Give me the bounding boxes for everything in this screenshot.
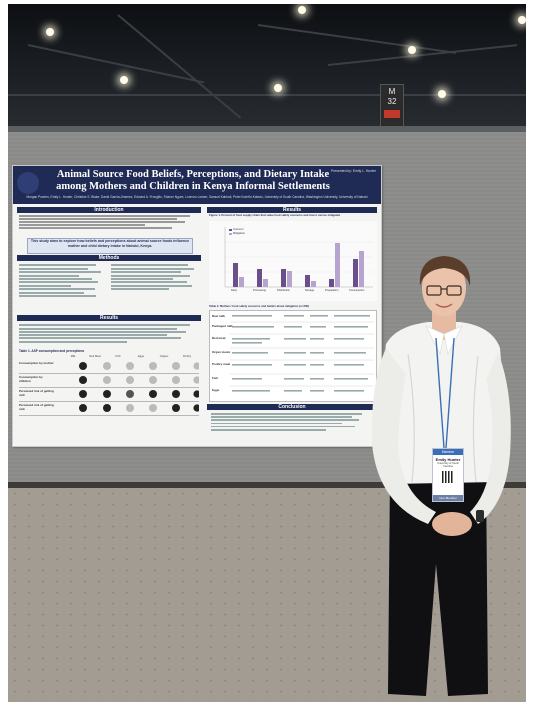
methods-left-text xyxy=(19,263,105,311)
conclusion-text xyxy=(211,412,375,440)
legend-swatch-mitigation xyxy=(229,233,232,235)
figure1-caption: Figure 1. Percent of food supply chain t… xyxy=(209,213,341,217)
qr-code-icon xyxy=(442,471,454,483)
legend-concern: Concern xyxy=(233,227,244,231)
glasses xyxy=(426,285,462,296)
venue-sign: M 32 xyxy=(380,84,404,132)
research-poster: Animal Source Food Beliefs, Perceptions,… xyxy=(12,165,382,447)
figure1-legend: Concern Mitigation xyxy=(233,227,245,235)
left-sleeve xyxy=(371,348,436,524)
poster-authors: Morgan Powers, Emily L. Hunter, Christin… xyxy=(26,195,368,199)
poster-header: Animal Source Food Beliefs, Perceptions,… xyxy=(13,166,381,204)
ceiling-light xyxy=(274,84,282,92)
table1-row: Consumption by mother xyxy=(19,360,199,374)
university-logo xyxy=(17,172,39,194)
figure1-x-tick: Distribution xyxy=(277,289,290,292)
table1-col: Organs xyxy=(159,355,169,358)
ceiling-light xyxy=(298,6,306,14)
venue-sign-code: M xyxy=(388,87,396,96)
figure1-x-tick: Dairy xyxy=(231,289,238,292)
methods-right-text xyxy=(111,263,199,311)
table2-row-label: Packaged milk xyxy=(212,324,233,328)
table1-caption: Table 1. ASF consumption and perceptions xyxy=(19,349,85,353)
venue-sign-number: 32 xyxy=(387,97,397,106)
poster-title-line2: among Mothers and Children in Kenya Info… xyxy=(56,181,330,192)
section-results-left: Results xyxy=(17,315,201,321)
figure1-x-tick: Processing xyxy=(253,289,266,292)
presenter-person xyxy=(371,256,511,696)
clasped-hands xyxy=(432,512,472,536)
figure1-x-tick: Preparation xyxy=(325,289,339,292)
table2-row-label: Eggs xyxy=(212,388,220,392)
table1-col: Milk xyxy=(70,355,76,358)
introduction-text xyxy=(19,214,199,240)
right-sleeve xyxy=(470,352,511,524)
table1-row-label: Consumption by children xyxy=(19,375,43,383)
wall-top xyxy=(8,126,526,134)
table2-row-label: Fish xyxy=(212,376,219,380)
ceiling-light xyxy=(120,76,128,84)
table2-row-label: Raw milk xyxy=(212,314,226,318)
table2-cell-lines xyxy=(230,315,374,392)
photo: M 32 Animal Source Food Beliefs, Percept… xyxy=(8,4,526,702)
poster-presenter: Presented by: Emily L. Hunter xyxy=(331,169,377,173)
figure1-bar-chart xyxy=(209,221,377,301)
table1-col: Fish xyxy=(115,355,121,358)
legend-swatch-concern xyxy=(229,229,232,231)
table1-col: Red Meat xyxy=(89,355,101,358)
ceiling-light xyxy=(438,90,446,98)
figure1-x-tick: Consumption xyxy=(349,289,365,292)
floor-edge xyxy=(8,482,526,490)
name-badge: Member Emily Hunter University of South … xyxy=(432,448,464,502)
table1-row-label: Perceived risk of getting sick xyxy=(19,403,54,411)
badge-ribbon: Member xyxy=(433,449,463,455)
section-results-right: Results xyxy=(207,207,377,213)
exit-light xyxy=(384,110,400,118)
section-methods: Methods xyxy=(17,255,201,261)
table1-col: Eggs xyxy=(138,355,144,358)
ceiling-beam xyxy=(8,94,526,96)
table1-row: Consumption by children xyxy=(19,374,199,388)
figure1-x-axis: Dairy Processing Distribution Storage Pr… xyxy=(225,289,377,295)
poster-title-line1: Animal Source Food Beliefs, Perceptions,… xyxy=(56,169,330,180)
wristwatch xyxy=(476,510,484,522)
table2-row-label: Poultry meat xyxy=(212,362,231,366)
table1-row: Perceived risk of getting sick xyxy=(19,388,199,402)
poster-title: Animal Source Food Beliefs, Perceptions,… xyxy=(43,169,343,193)
lanyard xyxy=(435,337,445,449)
ceiling-light xyxy=(46,28,54,36)
table1-col: Poultry xyxy=(182,355,192,358)
table1-pie-glyphs xyxy=(79,362,199,412)
badge-affiliation: University of South Carolina xyxy=(437,462,459,468)
table2-row-label: Organ meats xyxy=(212,350,231,354)
table1-row-label: Perceived risk of getting sick xyxy=(19,389,54,397)
figure1-bars xyxy=(233,243,364,287)
badge-footer: Non-Member xyxy=(433,495,463,501)
table1: Milk Red Meat Fish Eggs Organs Poultry C… xyxy=(19,355,199,429)
table1-row: Perceived risk of getting sick xyxy=(19,402,199,416)
table2-caption: Table 2. Mothers' food safety concerns a… xyxy=(209,304,309,308)
ceiling-light xyxy=(408,46,416,54)
table1-row-label: Consumption by mother xyxy=(19,361,54,365)
ceiling xyxy=(8,4,526,136)
hair xyxy=(419,256,471,286)
ceiling-light xyxy=(518,16,526,24)
results-left-text xyxy=(19,323,199,347)
face xyxy=(422,260,466,316)
badge-name: Emily Hunter xyxy=(435,457,461,462)
table2: Raw milk Packaged milk Red meat Organ me… xyxy=(209,310,377,402)
aim-box: This study aims to explore how beliefs a… xyxy=(27,238,193,254)
figure1-x-tick: Storage xyxy=(305,289,315,292)
legend-mitigation: Mitigation xyxy=(233,230,245,235)
section-conclusion: Conclusion xyxy=(207,404,377,410)
table2-row-label: Red meat xyxy=(212,336,226,340)
section-introduction: Introduction xyxy=(17,207,201,213)
